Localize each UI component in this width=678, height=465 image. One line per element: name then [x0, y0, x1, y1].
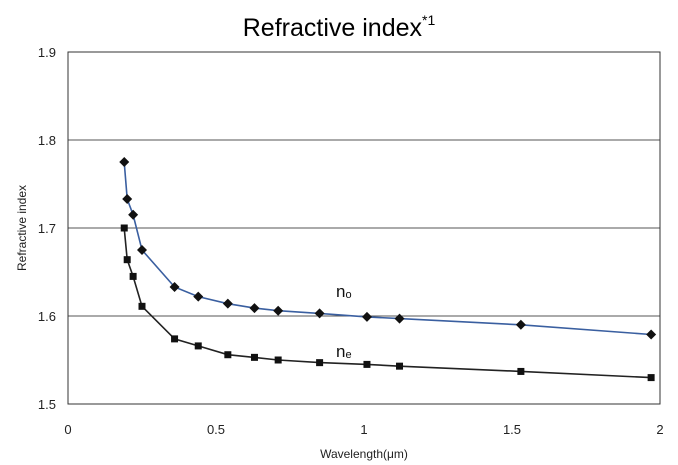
x-tick-label: 2 — [656, 422, 663, 437]
series-line-no — [123, 161, 652, 336]
y-tick-label: 1.5 — [38, 397, 56, 412]
data-point-ne — [363, 360, 371, 368]
grid-lines — [68, 51, 660, 405]
data-point-no — [169, 281, 180, 292]
x-tick-labels: 0 0.5 1 1.5 2 — [64, 422, 663, 437]
data-point-ne — [224, 351, 232, 359]
data-point-no — [249, 303, 260, 314]
data-point-ne — [647, 374, 655, 382]
title-superscript: *1 — [422, 12, 436, 28]
y-axis-label: Refractive index — [15, 185, 29, 271]
data-point-no — [646, 329, 657, 340]
data-point-ne — [316, 359, 324, 367]
y-tick-label: 1.8 — [38, 133, 56, 148]
series-label-no: no — [336, 282, 352, 301]
data-point-ne — [517, 367, 525, 375]
data-point-ne — [171, 335, 179, 343]
data-point-ne — [129, 272, 137, 280]
x-tick-label: 1.5 — [503, 422, 521, 437]
series-labels: no ne — [336, 282, 352, 361]
y-tick-label: 1.9 — [38, 45, 56, 60]
y-tick-label: 1.6 — [38, 309, 56, 324]
data-point-ne — [396, 362, 404, 370]
data-point-ne — [274, 356, 282, 364]
x-tick-label: 0 — [64, 422, 71, 437]
data-point-no — [137, 245, 147, 255]
data-point-no — [193, 291, 204, 302]
plot-frame — [67, 51, 661, 405]
series-markers — [119, 157, 657, 382]
series-line-ne — [123, 227, 652, 379]
data-point-ne — [250, 353, 258, 361]
data-point-ne — [138, 302, 146, 310]
data-point-no — [515, 319, 526, 330]
x-tick-label: 1 — [360, 422, 367, 437]
data-point-no — [128, 209, 139, 220]
data-point-no — [119, 157, 130, 167]
data-point-ne — [123, 256, 131, 264]
data-point-no — [222, 298, 233, 309]
data-point-ne — [194, 342, 202, 350]
data-point-no — [394, 313, 405, 324]
y-tick-labels: 1.5 1.6 1.7 1.8 1.9 — [38, 45, 56, 412]
data-point-no — [361, 311, 372, 322]
y-tick-label: 1.7 — [38, 221, 56, 236]
data-point-no — [122, 193, 133, 204]
chart-title: Refractive index*1 — [242, 12, 436, 42]
data-point-no — [314, 308, 325, 319]
series-lines — [123, 161, 652, 379]
series-label-ne: ne — [336, 342, 352, 361]
data-point-no — [273, 305, 284, 316]
data-point-ne — [120, 224, 128, 232]
x-tick-label: 0.5 — [207, 422, 225, 437]
x-axis-label: Wavelength(μm) — [320, 447, 408, 461]
